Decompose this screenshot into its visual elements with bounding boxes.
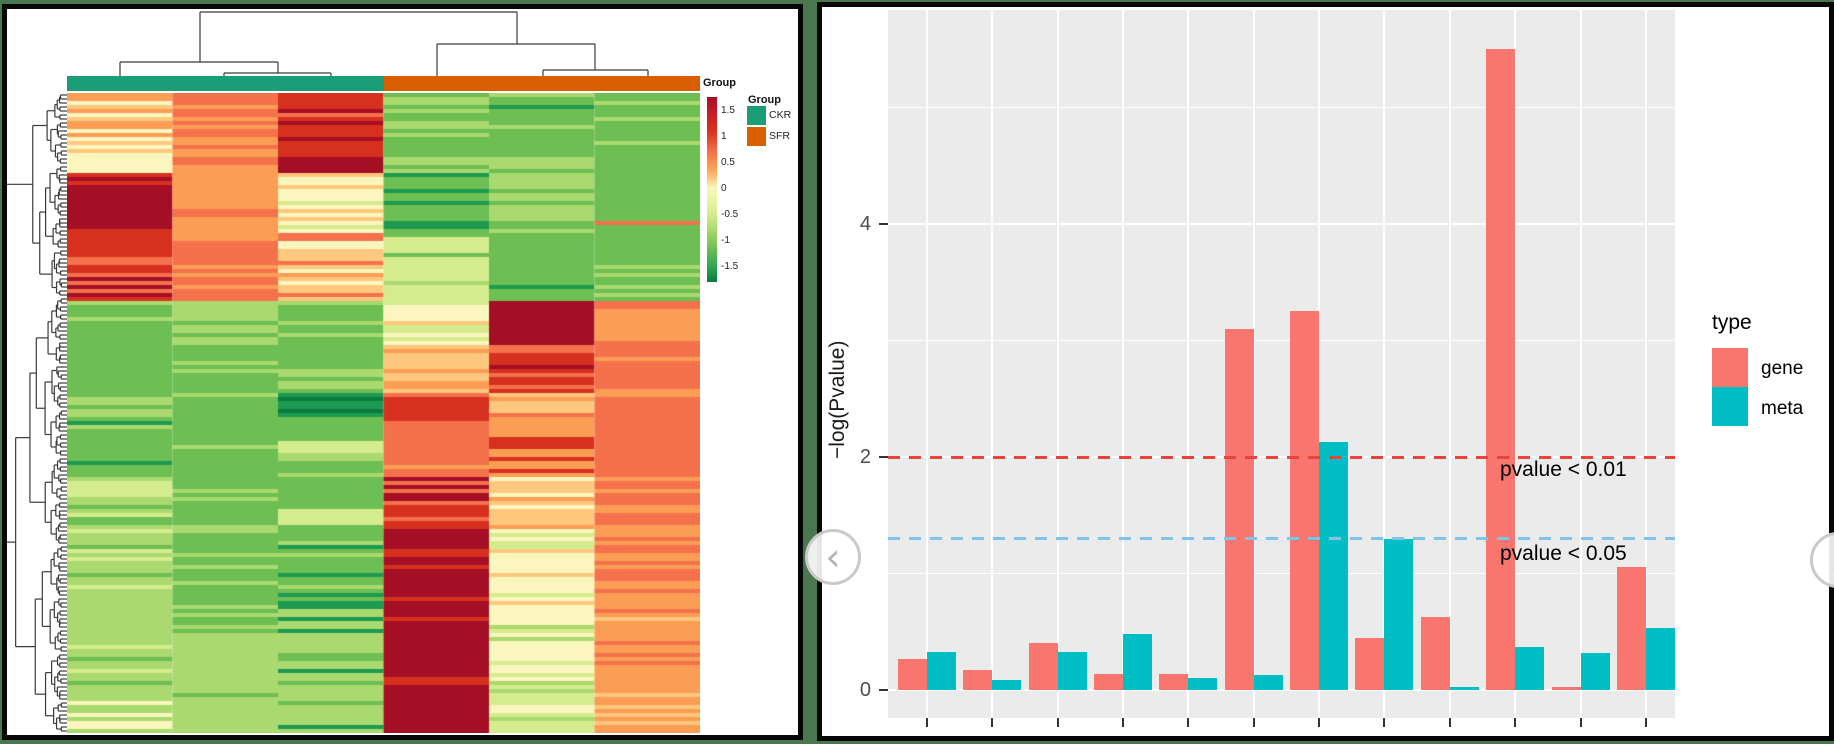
- bar-gene-7: [1290, 311, 1320, 690]
- x-tick-mark: [1252, 718, 1255, 727]
- gene-legend-label: gene: [1761, 358, 1804, 379]
- major-gridline-x: [1252, 10, 1255, 718]
- bar-gene-8: [1355, 637, 1385, 690]
- ckr-legend-swatch: [747, 106, 766, 125]
- gene-legend-swatch: [1712, 348, 1748, 387]
- bar-meta-11: [1580, 652, 1610, 690]
- row-dendrogram: [4, 94, 67, 732]
- colorbar-tick-label: 1.5: [721, 105, 735, 116]
- refline-pvalue-001: [888, 455, 1675, 459]
- bar-gene-2: [963, 670, 993, 690]
- bar-meta-10: [1515, 646, 1545, 690]
- x-tick-mark: [1122, 718, 1125, 727]
- major-gridline-x: [1122, 10, 1125, 718]
- bar-gene-11: [1551, 686, 1581, 690]
- major-gridline-x: [991, 10, 994, 718]
- bar-meta-12: [1645, 628, 1675, 690]
- colorbar-tick-label: -1: [721, 235, 730, 246]
- major-gridline: [888, 223, 1675, 225]
- chevron-right-icon: ›: [1830, 541, 1834, 579]
- y-tick-label: 4: [859, 213, 871, 235]
- column-annotation-sfr: [383, 76, 700, 91]
- annotation-track-label: Group: [703, 77, 736, 89]
- carousel-prev-button[interactable]: ‹: [805, 529, 861, 585]
- x-tick-mark: [1383, 718, 1386, 727]
- barchart-panel: pvalue < 0.01 pvalue < 0.05 0 2 4 −log(Pva…: [817, 2, 1834, 741]
- bar-meta-9: [1449, 686, 1479, 690]
- minor-gridline: [888, 573, 1675, 574]
- chevron-left-icon: ‹: [825, 535, 841, 579]
- colorbar-tick-label: -1.5: [721, 261, 739, 272]
- major-gridline-x: [926, 10, 928, 718]
- bar-gene-6: [1224, 328, 1254, 690]
- refline-pvalue-005: [888, 537, 1675, 541]
- group-legend-title: Group: [748, 94, 781, 106]
- major-gridline-x: [1383, 10, 1386, 718]
- ckr-legend-label: CKR: [769, 109, 792, 121]
- meta-legend-swatch: [1712, 387, 1748, 426]
- x-tick-mark: [1187, 718, 1190, 727]
- y-axis-title: −log(Pvalue): [826, 340, 849, 460]
- bar-meta-7: [1319, 441, 1349, 690]
- bar-gene-5: [1159, 673, 1189, 690]
- minor-gridline: [888, 107, 1675, 108]
- bar-meta-4: [1123, 634, 1153, 690]
- bar-gene-10: [1486, 49, 1516, 690]
- x-tick-mark: [1579, 718, 1582, 727]
- major-gridline-x: [1448, 10, 1451, 718]
- x-tick-mark: [926, 718, 928, 727]
- chart-legend-title: type: [1712, 311, 1752, 334]
- bar-gene-4: [1094, 673, 1124, 690]
- bar-gene-12: [1616, 566, 1646, 690]
- column-annotation-ckr: [67, 76, 384, 91]
- bar-gene-3: [1028, 643, 1058, 690]
- major-gridline: [888, 689, 1675, 691]
- bar-gene-9: [1420, 616, 1450, 690]
- heatmap-panel: Group 1.5 1 0.5 0 -0.5 -1 -1.5 Group CKR SFR: [2, 4, 803, 740]
- major-gridline-x: [1318, 10, 1321, 718]
- x-tick-mark: [1318, 718, 1321, 727]
- sfr-legend-label: SFR: [769, 130, 790, 142]
- colorbar-tick-label: 1: [721, 131, 727, 142]
- major-gridline-x: [1579, 10, 1582, 718]
- heatmap-canvas: [67, 93, 700, 733]
- y-tick-mark: [879, 689, 888, 691]
- refline-label-001: pvalue < 0.01: [1500, 458, 1627, 481]
- y-tick-label: 0: [859, 679, 871, 701]
- colorbar-tick-label: -0.5: [721, 209, 739, 220]
- y-tick-mark: [879, 223, 888, 225]
- bar-meta-1: [927, 651, 956, 690]
- x-tick-mark: [1514, 718, 1517, 727]
- bar-meta-3: [1057, 651, 1087, 690]
- refline-label-005: pvalue < 0.05: [1500, 542, 1627, 565]
- major-gridline-x: [1187, 10, 1190, 718]
- meta-legend-label: meta: [1761, 398, 1804, 419]
- minor-gridline: [888, 340, 1675, 341]
- plot-area: pvalue < 0.01 pvalue < 0.05: [888, 10, 1675, 718]
- major-gridline-x: [1514, 10, 1517, 718]
- x-tick-mark: [1056, 718, 1059, 727]
- bar-meta-5: [1188, 678, 1218, 690]
- bar-meta-2: [992, 679, 1022, 690]
- column-dendrogram: [119, 11, 649, 76]
- colorbar-tick-label: 0: [721, 183, 727, 194]
- bar-gene-1: [898, 658, 927, 690]
- y-tick-mark: [879, 456, 888, 458]
- major-gridline-x: [1644, 10, 1647, 718]
- sfr-legend-swatch: [747, 127, 766, 146]
- bar-meta-8: [1384, 538, 1414, 690]
- major-gridline-x: [1056, 10, 1059, 718]
- x-tick-mark: [991, 718, 994, 727]
- x-tick-mark: [1448, 718, 1451, 727]
- y-tick-label: 2: [859, 446, 871, 468]
- heatmap-colorbar: [707, 97, 717, 282]
- bar-meta-6: [1253, 674, 1283, 690]
- x-tick-mark: [1644, 718, 1647, 727]
- colorbar-tick-label: 0.5: [721, 157, 735, 168]
